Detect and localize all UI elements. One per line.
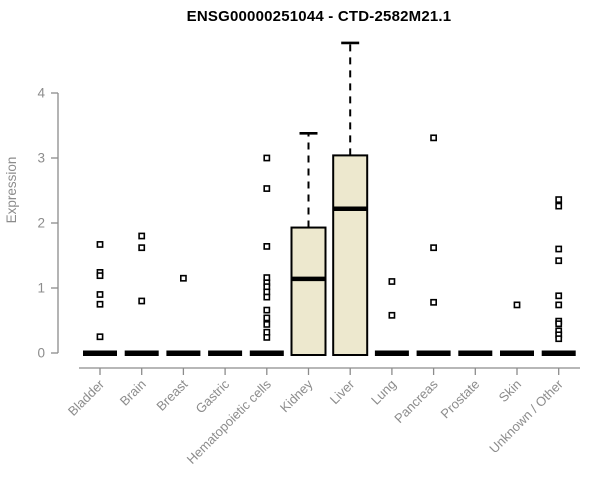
outlier-point <box>96 300 104 308</box>
x-tick-label: Unknown / Other <box>486 376 566 456</box>
outlier-point <box>555 257 563 265</box>
outlier-point <box>138 232 146 240</box>
outlier-point <box>263 306 271 314</box>
outlier-point <box>430 244 437 252</box>
y-tick-label: 1 <box>37 281 45 296</box>
outlier-point <box>263 154 271 162</box>
collapsed-box <box>249 350 284 356</box>
x-tick-label: Liver <box>327 376 358 407</box>
x-tick-label: Brain <box>117 377 149 409</box>
x-tick-label: Lung <box>368 377 399 408</box>
outlier-point <box>555 301 563 309</box>
outlier-point <box>263 320 271 328</box>
outlier-point <box>96 272 104 280</box>
collapsed-box <box>124 350 159 356</box>
outlier-point <box>263 185 271 192</box>
collapsed-box <box>500 350 534 356</box>
outlier-point <box>555 245 563 253</box>
outlier-point <box>555 202 563 210</box>
collapsed-box <box>374 350 409 356</box>
outlier-point <box>96 291 104 298</box>
outlier-point <box>430 298 437 306</box>
y-tick-label: 0 <box>37 346 45 361</box>
outlier-point <box>138 297 146 305</box>
x-tick-label: Kidney <box>277 376 316 415</box>
outlier-point <box>513 301 521 309</box>
box <box>332 154 369 356</box>
outlier-point <box>180 274 187 282</box>
x-tick-label: Bladder <box>65 376 108 419</box>
x-tick-label: Breast <box>153 376 190 413</box>
y-tick-label: 2 <box>37 216 45 231</box>
x-tick-label: Prostate <box>438 377 483 422</box>
outlier-point <box>138 244 146 252</box>
outlier-point <box>388 278 396 285</box>
outlier-point <box>555 320 563 328</box>
outlier-point <box>96 333 104 341</box>
outlier-point <box>388 311 396 319</box>
x-tick-label: Gastric <box>193 376 233 416</box>
collapsed-box <box>83 350 117 356</box>
outlier-point <box>555 196 563 203</box>
outlier-point <box>263 293 271 301</box>
collapsed-box <box>458 350 493 356</box>
outlier-point <box>263 243 271 250</box>
outlier-point <box>263 314 271 322</box>
outlier-point <box>430 134 437 142</box>
outlier-point <box>555 292 563 300</box>
x-tick-label: Pancreas <box>391 376 441 426</box>
outlier-point <box>555 335 563 343</box>
y-tick-label: 3 <box>37 151 45 166</box>
chart-title: ENSG00000251044 - CTD-2582M21.1 <box>186 8 452 25</box>
collapsed-box <box>541 350 576 356</box>
outlier-point <box>263 333 271 341</box>
box <box>290 226 327 356</box>
x-tick-label: Skin <box>496 377 524 405</box>
y-tick-label: 4 <box>37 86 45 101</box>
outlier-point <box>96 241 104 248</box>
collapsed-box <box>208 350 243 356</box>
collapsed-box <box>166 350 201 356</box>
collapsed-box <box>416 350 451 356</box>
